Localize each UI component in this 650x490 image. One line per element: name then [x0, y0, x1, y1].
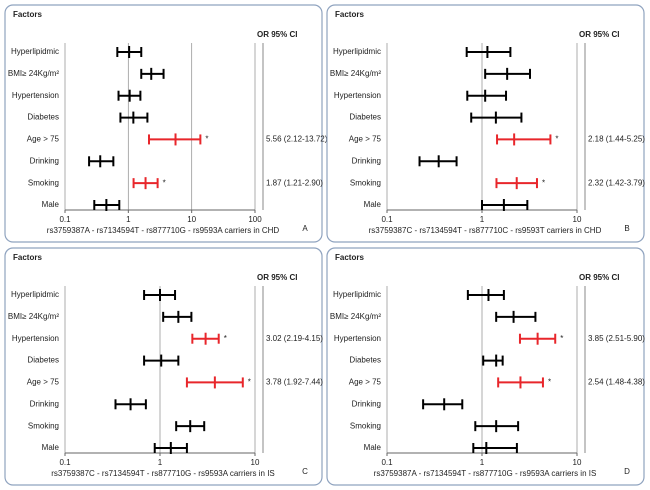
- ci-label: 3.78 (1.92-7.44): [266, 378, 323, 387]
- ci-header: OR 95% CI: [257, 273, 297, 282]
- row-label: Age > 75: [27, 378, 60, 387]
- row-label: Smoking: [28, 421, 59, 430]
- x-tick-label: 1: [480, 215, 485, 224]
- x-tick-label: 0.1: [59, 458, 71, 467]
- row-label: Age > 75: [349, 135, 382, 144]
- ci-label: 5.56 (2.12-13.72): [266, 135, 328, 144]
- significance-marker: *: [542, 178, 545, 187]
- x-tick-label: 10: [187, 215, 196, 224]
- panel: Factors OR 95% CI 0.1 1 10 100 rs3759387A - rs…: [4, 4, 328, 243]
- panel-label: A: [302, 224, 308, 233]
- x-axis-label: rs3759387C - rs7134594T - rs877710C - rs…: [369, 226, 602, 235]
- row-label: BMI≥ 24Kg/m²: [8, 69, 59, 78]
- row-label: Hyperlipidmic: [11, 47, 59, 56]
- significance-marker: *: [560, 334, 563, 343]
- row-label: Hypertension: [334, 91, 381, 100]
- row-label: Hypertension: [12, 91, 59, 100]
- row-label: BMI≥ 24Kg/m²: [330, 69, 381, 78]
- ci-header: OR 95% CI: [257, 30, 297, 39]
- row-label: Drinking: [30, 399, 59, 408]
- x-tick-label: 10: [251, 458, 260, 467]
- ci-label: 2.54 (1.48-4.38): [588, 378, 645, 387]
- panel-frame: [4, 4, 323, 243]
- row-label: Diabetes: [349, 113, 381, 122]
- ci-header: OR 95% CI: [579, 273, 619, 282]
- significance-marker: *: [205, 135, 208, 144]
- ci-header: OR 95% CI: [579, 30, 619, 39]
- row-label: Male: [364, 200, 382, 209]
- panel-label: C: [302, 467, 308, 476]
- significance-marker: *: [548, 378, 551, 387]
- panel: Factors OR 95% CI 0.1 1 10 rs3759387C - rs713…: [326, 4, 645, 243]
- ci-label: 3.85 (2.51-5.90): [588, 334, 645, 343]
- panel-frame: [326, 247, 645, 486]
- panel-title: Factors: [335, 10, 364, 19]
- panel-title: Factors: [13, 10, 42, 19]
- x-tick-label: 100: [248, 215, 262, 224]
- panel-title: Factors: [13, 253, 42, 262]
- x-axis-label: rs3759387A - rs7134594T - rs877710G - rs…: [47, 226, 280, 235]
- row-label: Male: [42, 443, 60, 452]
- x-tick-label: 10: [573, 215, 582, 224]
- significance-marker: *: [248, 378, 251, 387]
- x-axis-label: rs3759387C - rs7134594T - rs877710G - rs…: [51, 469, 275, 478]
- significance-marker: *: [163, 178, 166, 187]
- panel: Factors OR 95% CI 0.1 1 10 rs3759387A - rs713…: [326, 247, 645, 486]
- ci-label: 3.02 (2.19-4.15): [266, 334, 323, 343]
- row-label: Smoking: [350, 178, 381, 187]
- row-label: Male: [364, 443, 382, 452]
- ci-label: 1.87 (1.21-2.90): [266, 178, 323, 187]
- panel-label: D: [624, 467, 630, 476]
- row-label: Drinking: [30, 156, 59, 165]
- row-label: Smoking: [28, 178, 59, 187]
- x-axis-label: rs3759387A - rs7134594T - rs877710G - rs…: [374, 469, 597, 478]
- x-tick-label: 0.1: [381, 215, 393, 224]
- panel-label: B: [624, 224, 629, 233]
- panel-frame: [326, 4, 645, 243]
- ci-label: 2.32 (1.42-3.79): [588, 178, 645, 187]
- x-tick-label: 1: [126, 215, 131, 224]
- row-label: Male: [42, 200, 60, 209]
- row-label: BMI≥ 24Kg/m²: [8, 312, 59, 321]
- row-label: Hyperlipidmic: [333, 47, 381, 56]
- row-label: BMI≥ 24Kg/m²: [330, 312, 381, 321]
- row-label: Hyperlipidmic: [333, 290, 381, 299]
- row-label: Hypertension: [334, 334, 381, 343]
- row-label: Drinking: [352, 156, 381, 165]
- x-tick-label: 0.1: [59, 215, 71, 224]
- x-tick-label: 1: [158, 458, 163, 467]
- row-label: Diabetes: [27, 113, 59, 122]
- row-label: Diabetes: [349, 356, 381, 365]
- row-label: Drinking: [352, 399, 381, 408]
- row-label: Age > 75: [27, 135, 60, 144]
- panel-title: Factors: [335, 253, 364, 262]
- panel: Factors OR 95% CI 0.1 1 10 rs3759387C - rs713…: [4, 247, 323, 486]
- ci-label: 2.18 (1.44-5.25): [588, 135, 645, 144]
- x-tick-label: 0.1: [381, 458, 393, 467]
- row-label: Diabetes: [27, 356, 59, 365]
- row-label: Hyperlipidmic: [11, 290, 59, 299]
- row-label: Hypertension: [12, 334, 59, 343]
- row-label: Age > 75: [349, 378, 382, 387]
- panel-frame: [4, 247, 323, 486]
- significance-marker: *: [224, 334, 227, 343]
- x-tick-label: 10: [573, 458, 582, 467]
- x-tick-label: 1: [480, 458, 485, 467]
- row-label: Smoking: [350, 421, 381, 430]
- significance-marker: *: [555, 135, 558, 144]
